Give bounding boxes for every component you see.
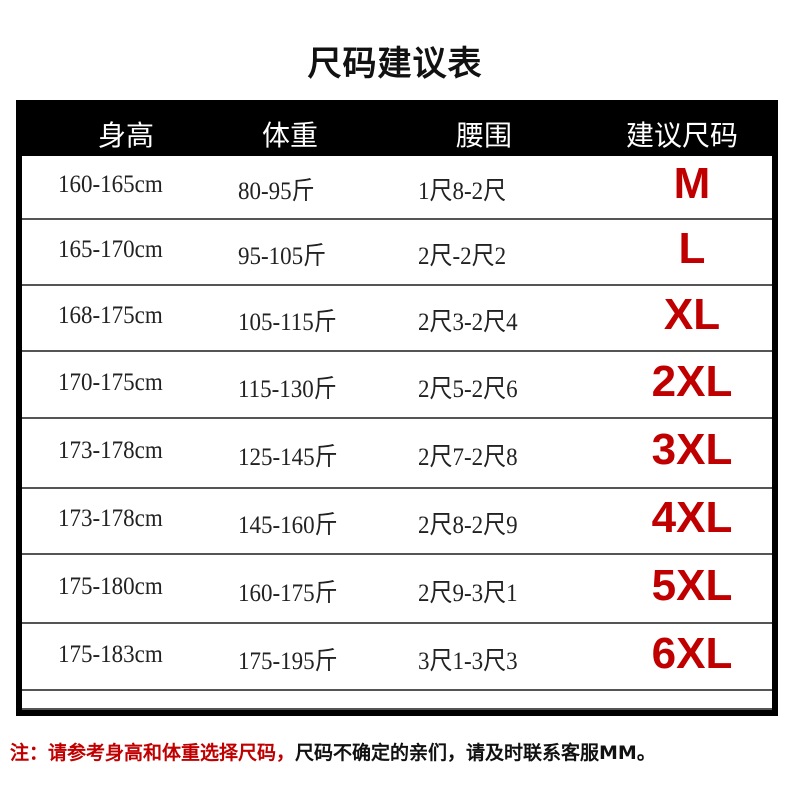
table-row: 165-170cm 95-105斤 2尺-2尺2 L — [22, 220, 772, 286]
footnote-black: 尺码不确定的亲们，请及时联系客服MM。 — [295, 742, 656, 764]
header-height: 身高 — [98, 119, 155, 152]
cell-size: 3XL — [651, 425, 733, 474]
cell-waist: 2尺-2尺2 — [418, 243, 507, 270]
header-weight: 体重 — [262, 119, 319, 152]
cell-weight: 160-175斤 — [238, 579, 338, 607]
footnote-red: 注：请参考身高和体重选择尺码， — [10, 742, 296, 764]
cell-size: 6XL — [651, 628, 733, 678]
cell-size: 2XL — [651, 356, 733, 406]
table-row: 173-178cm 125-145斤 2尺7-2尺8 3XL — [22, 419, 772, 489]
cell-height: 165-170cm — [58, 236, 163, 263]
cell-weight: 105-115斤 — [238, 309, 337, 336]
cell-waist: 2尺3-2尺4 — [418, 309, 518, 336]
header-waist: 腰围 — [456, 119, 513, 152]
cell-weight: 175-195斤 — [238, 647, 338, 675]
cell-waist: 2尺9-3尺1 — [418, 579, 518, 607]
cell-height: 175-180cm — [58, 572, 163, 600]
footnote: 注：请参考身高和体重选择尺码，尺码不确定的亲们，请及时联系客服MM。 — [10, 738, 656, 765]
cell-weight: 95-105斤 — [238, 243, 327, 270]
table-row: 173-178cm 145-160斤 2尺8-2尺9 4XL — [22, 489, 772, 555]
cell-size: 4XL — [651, 493, 733, 542]
cell-waist: 2尺8-2尺9 — [418, 512, 518, 539]
cell-size: XL — [663, 290, 721, 339]
cell-height: 170-175cm — [58, 368, 163, 396]
cell-height: 175-183cm — [58, 640, 163, 668]
cell-size: M — [673, 159, 711, 208]
cell-size: L — [678, 224, 706, 273]
table-header: 身高 体重 腰围 建议尺码 — [22, 106, 772, 156]
table-row: 175-180cm 160-175斤 2尺9-3尺1 5XL — [22, 555, 772, 624]
table-row-empty — [22, 691, 772, 710]
cell-waist: 2尺7-2尺8 — [418, 444, 518, 471]
table-row: 170-175cm 115-130斤 2尺5-2尺6 2XL — [22, 352, 772, 419]
cell-height: 168-175cm — [58, 302, 163, 329]
table-row: 168-175cm 105-115斤 2尺3-2尺4 XL — [22, 286, 772, 352]
cell-weight: 80-95斤 — [238, 178, 315, 205]
cell-waist: 1尺8-2尺 — [418, 178, 507, 205]
cell-waist: 3尺1-3尺3 — [418, 647, 518, 675]
cell-height: 173-178cm — [58, 437, 163, 464]
table-row: 175-183cm 175-195斤 3尺1-3尺3 6XL — [22, 624, 772, 691]
cell-weight: 125-145斤 — [238, 444, 338, 471]
size-table: 身高 体重 腰围 建议尺码 160-165cm 80-95斤 1尺8-2尺 M 165-… — [16, 100, 778, 716]
cell-weight: 145-160斤 — [238, 512, 338, 539]
header-size: 建议尺码 — [626, 119, 739, 152]
table-row: 160-165cm 80-95斤 1尺8-2尺 M — [22, 156, 772, 220]
cell-waist: 2尺5-2尺6 — [418, 375, 518, 403]
cell-size: 5XL — [651, 560, 733, 610]
cell-height: 173-178cm — [58, 505, 163, 532]
cell-height: 160-165cm — [58, 171, 163, 198]
cell-weight: 115-130斤 — [238, 375, 337, 403]
page-title: 尺码建议表 — [307, 44, 483, 84]
